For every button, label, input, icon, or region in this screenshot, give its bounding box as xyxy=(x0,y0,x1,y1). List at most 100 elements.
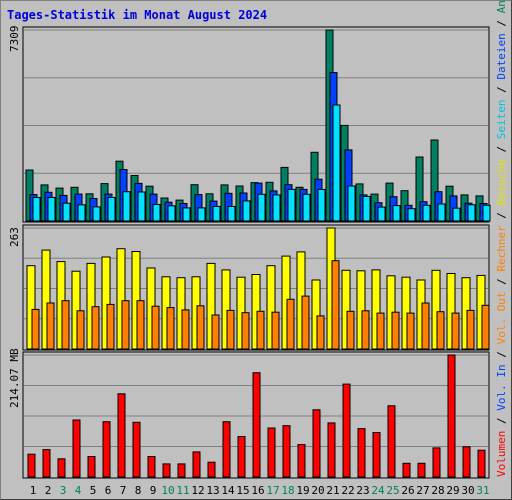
x-tick-label: 31 xyxy=(476,484,489,497)
legend-item: Anfragen xyxy=(495,0,508,13)
bar-volumen xyxy=(372,432,381,478)
bar-besuche xyxy=(266,265,276,350)
x-tick-label: 8 xyxy=(135,484,142,497)
bar-volumen xyxy=(432,447,441,478)
chart-title: Tages-Statistik im Monat August 2024 xyxy=(7,8,268,22)
bar-rechner xyxy=(151,305,160,350)
bar-seiten xyxy=(197,207,206,222)
bar-rechner xyxy=(166,307,175,350)
legend-item: Dateien xyxy=(495,33,508,79)
legend-item: Vol. In xyxy=(495,364,508,410)
x-tick-label: 15 xyxy=(236,484,249,497)
bar-seiten xyxy=(137,191,146,222)
bar-rechner xyxy=(346,310,355,350)
bar-seiten xyxy=(317,188,326,222)
bar-volumen xyxy=(327,422,336,478)
legend-item: Volumen xyxy=(495,431,508,477)
legend-item: Seiten xyxy=(495,99,508,139)
middle-panel-max-label: 263 xyxy=(8,227,21,247)
x-tick-label: 3 xyxy=(60,484,67,497)
bar-seiten xyxy=(227,205,236,222)
x-tick-label: 19 xyxy=(296,484,309,497)
bar-seiten xyxy=(407,208,416,222)
bar-seiten xyxy=(332,104,341,222)
bar-volumen xyxy=(72,419,81,478)
legend: Volumen / Vol. In / Vol. Out / Rechner /… xyxy=(495,0,508,477)
bar-volumen xyxy=(477,449,486,478)
bar-seiten xyxy=(77,204,86,222)
bar-rechner xyxy=(136,300,145,350)
x-tick-label: 26 xyxy=(401,484,414,497)
bar-rechner xyxy=(46,302,55,350)
bar-seiten xyxy=(212,205,221,222)
bar-seiten xyxy=(152,204,161,222)
bar-volumen xyxy=(462,446,471,478)
bar-seiten xyxy=(437,203,446,222)
bar-seiten xyxy=(242,200,251,222)
bar-besuche xyxy=(221,269,231,350)
bar-volumen xyxy=(87,456,96,478)
x-tick-label: 2 xyxy=(45,484,52,497)
bar-volumen xyxy=(42,449,51,478)
x-tick-label: 24 xyxy=(371,484,385,497)
x-tick-label: 1 xyxy=(30,484,37,497)
bar-seiten xyxy=(107,197,116,222)
legend-separator: / xyxy=(495,80,508,100)
bar-volumen xyxy=(237,436,246,478)
x-tick-label: 28 xyxy=(431,484,444,497)
bar-seiten xyxy=(302,193,311,222)
bar-besuche xyxy=(371,269,381,350)
legend-item: Vol. Out xyxy=(495,292,508,345)
bar-volumen xyxy=(102,421,111,478)
legend-separator: / xyxy=(495,13,508,33)
bar-seiten xyxy=(362,195,371,222)
bar-seiten xyxy=(167,205,176,222)
legend-separator: / xyxy=(495,345,508,365)
x-tick-label: 23 xyxy=(356,484,369,497)
x-tick-label: 4 xyxy=(75,484,82,497)
bar-volumen xyxy=(162,463,171,478)
bar-besuche xyxy=(116,248,126,350)
bar-volumen xyxy=(357,428,366,478)
bar-besuche xyxy=(206,262,216,350)
bar-seiten xyxy=(482,204,491,222)
x-tick-label: 7 xyxy=(120,484,127,497)
x-tick-label: 17 xyxy=(266,484,279,497)
bar-rechner xyxy=(301,295,310,350)
bar-volumen xyxy=(342,383,351,478)
bar-volumen xyxy=(297,444,306,478)
bar-seiten xyxy=(467,204,476,222)
bar-rechner xyxy=(91,306,100,350)
x-tick-label: 16 xyxy=(251,484,264,497)
bar-rechner xyxy=(31,308,40,350)
bar-rechner xyxy=(391,311,400,350)
bar-rechner xyxy=(76,310,85,350)
x-tick-label: 27 xyxy=(416,484,429,497)
x-tick-label: 20 xyxy=(311,484,324,497)
bar-rechner xyxy=(451,312,460,350)
bar-seiten xyxy=(287,188,296,222)
bar-volumen xyxy=(147,456,156,478)
bar-besuche xyxy=(431,269,441,350)
bar-seiten xyxy=(32,197,41,222)
bar-seiten xyxy=(182,207,191,222)
bar-volumen xyxy=(222,421,231,478)
bar-volumen xyxy=(402,462,411,478)
legend-separator: / xyxy=(495,411,508,431)
bar-volumen xyxy=(387,405,396,478)
bar-rechner xyxy=(466,309,475,350)
bar-rechner xyxy=(316,315,325,350)
bar-rechner xyxy=(241,312,250,350)
bar-rechner xyxy=(406,312,415,350)
bar-seiten xyxy=(452,207,461,222)
legend-item: Rechner xyxy=(495,225,508,272)
bar-seiten xyxy=(272,194,281,222)
legend-item: Besuche xyxy=(495,159,508,205)
x-tick-label: 5 xyxy=(90,484,97,497)
bar-rechner xyxy=(421,302,430,350)
bar-seiten xyxy=(377,206,386,222)
bar-rechner xyxy=(271,311,280,350)
bar-volumen xyxy=(207,461,216,478)
x-tick-label: 30 xyxy=(461,484,474,497)
